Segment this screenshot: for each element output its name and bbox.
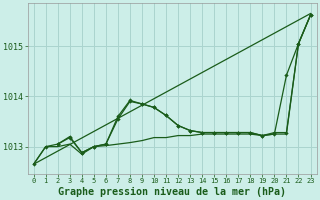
X-axis label: Graphe pression niveau de la mer (hPa): Graphe pression niveau de la mer (hPa) (58, 186, 286, 197)
